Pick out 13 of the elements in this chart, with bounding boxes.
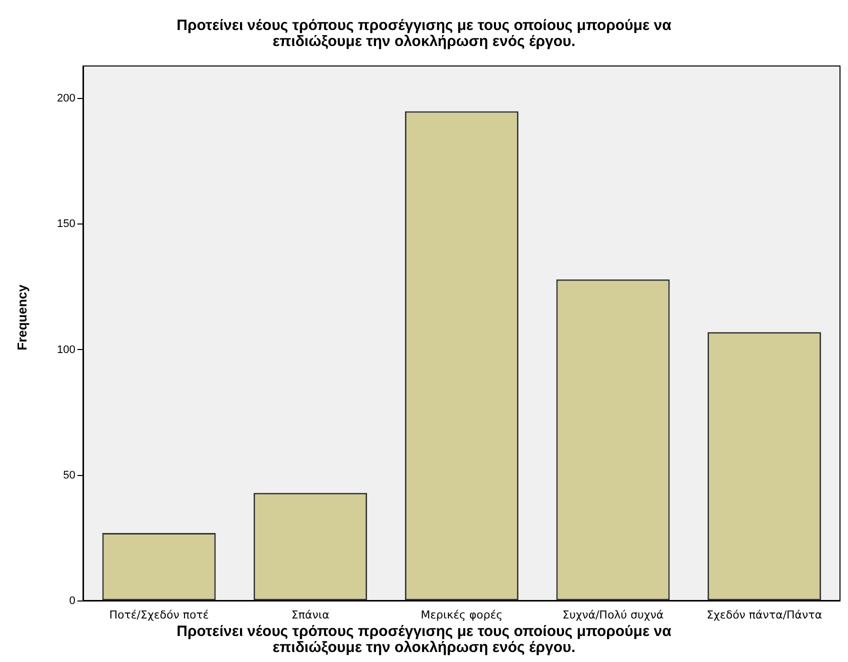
y-tick-label: 0: [69, 594, 76, 607]
x-tick-label: Σχεδόν πάντα/Πάντα: [706, 608, 822, 622]
x-tick-label: Σπάνια: [291, 608, 330, 622]
chart-title: Προτείνει νέους τρόπους προσέγγισης με τους οποίους μπορούμε να επιδιώξουμε την ολοκλήρωση ενός έργου.: [176, 17, 672, 50]
x-tick-label: Μερικές φορές: [420, 608, 503, 622]
y-tick-label: 200: [56, 92, 76, 105]
y-tick-label: 50: [63, 469, 76, 482]
y-axis-title: Frequency: [14, 284, 30, 352]
y-tick-label: 150: [56, 218, 76, 230]
x-axis-title: Προτείνει νέους τρόπους προσέγγισης με τους οποίους μπορούμε να επιδιώξουμε την ολοκλήρωση ενός έργου.: [176, 623, 672, 656]
x-tick-label: Συχνά/Πολύ συχνά: [562, 608, 664, 622]
y-tick-label: 100: [56, 344, 76, 356]
x-tick-label: Ποτέ/Σχεδόν ποτέ: [109, 608, 209, 622]
